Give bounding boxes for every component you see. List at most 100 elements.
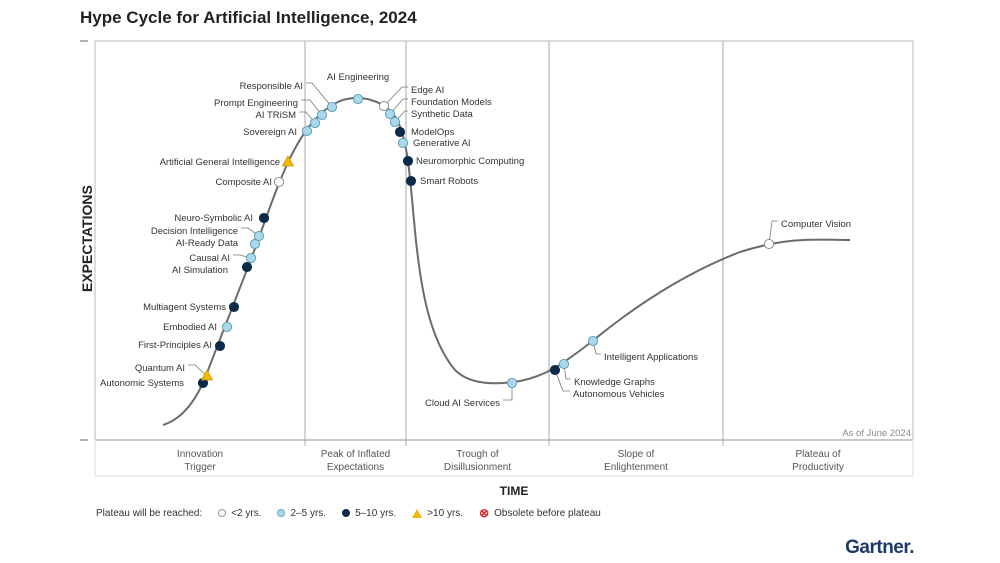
circle-marker — [258, 212, 270, 224]
technology-label: Multiagent Systems — [143, 302, 226, 313]
technology-foundation-models: Foundation Models — [384, 97, 492, 120]
technology-label: Quantum AI — [135, 363, 185, 374]
technology-knowledge-graphs: Knowledge Graphs — [558, 358, 655, 388]
phase-label: Trigger — [184, 462, 216, 473]
circle-marker — [273, 176, 285, 188]
circle-marker — [245, 252, 257, 264]
technology-label: Intelligent Applications — [604, 352, 698, 363]
technology-label: Neuro-Symbolic AI — [174, 213, 253, 224]
technology-computer-vision: Computer Vision — [763, 219, 851, 250]
legend-label: <2 yrs. — [231, 507, 262, 519]
phase-label: Innovation — [177, 449, 223, 460]
technology-label: Composite AI — [216, 177, 273, 188]
circle-marker — [352, 93, 364, 105]
technology-label: AI Engineering — [327, 72, 389, 83]
technology-label: Cloud AI Services — [425, 398, 500, 409]
legend-item-gt10: >10 yrs. — [412, 508, 463, 519]
legend-label: 5–10 yrs. — [355, 507, 397, 519]
technology-label: AI-Ready Data — [176, 238, 239, 249]
technology-first-principles-ai: First-Principles AI — [138, 340, 226, 352]
phase-label: Disillusionment — [444, 462, 511, 473]
technology-label: Causal AI — [189, 253, 230, 264]
technology-ai-trism: AI TRiSM — [256, 110, 321, 129]
circle-marker — [402, 155, 414, 167]
technology-embodied-ai: Embodied AI — [163, 321, 233, 333]
technology-label: Embodied AI — [163, 322, 217, 333]
technology-label: Artificial General Intelligence — [160, 157, 280, 168]
technology-label: Generative AI — [413, 138, 471, 149]
technology-autonomous-vehicles: Autonomous Vehicles — [549, 364, 665, 400]
technology-smart-robots: Smart Robots — [405, 175, 478, 187]
phase-band — [94, 439, 914, 477]
technology-composite-ai: Composite AI — [216, 176, 285, 188]
technology-ai-engineering: AI Engineering — [327, 72, 389, 105]
technology-label: Decision Intelligence — [151, 226, 238, 237]
technology-intelligent-applications: Intelligent Applications — [587, 335, 698, 363]
phase-label: Productivity — [792, 462, 844, 473]
leader-line — [306, 82, 333, 108]
technology-label: First-Principles AI — [138, 340, 212, 351]
circle-marker — [405, 175, 417, 187]
circle-marker — [763, 238, 775, 250]
circle-marker — [309, 117, 321, 129]
technology-label: Autonomous Vehicles — [573, 389, 665, 400]
circle-marker — [241, 261, 253, 273]
technology-edge-ai: Edge AI — [378, 85, 444, 112]
technology-label: Edge AI — [411, 85, 444, 96]
technology-label: Smart Robots — [420, 176, 478, 187]
circle-marker — [506, 377, 518, 389]
dark-blue-circle-icon — [342, 509, 351, 517]
x-axis-label: TIME — [500, 484, 529, 498]
light-blue-circle-icon — [277, 509, 286, 517]
phase-label: Plateau of — [795, 449, 840, 460]
chart-title: Hype Cycle for Artificial Intelligence, … — [80, 8, 417, 27]
y-axis-label: EXPECTATIONS — [79, 185, 95, 292]
technology-synthetic-data: Synthetic Data — [389, 109, 473, 128]
circle-marker — [253, 230, 265, 242]
hype-curve — [162, 97, 851, 426]
technology-label: Responsible AI — [240, 81, 303, 92]
circle-marker — [389, 116, 401, 128]
technology-cloud-ai-services: Cloud AI Services — [425, 377, 518, 409]
obsolete-x-icon: ⊗ — [479, 506, 490, 520]
phase-label: Slope of — [618, 449, 655, 460]
technology-neuro-symbolic-ai: Neuro-Symbolic AI — [174, 212, 270, 224]
phase-label: Enlightenment — [604, 462, 668, 473]
technology-label: Knowledge Graphs — [574, 377, 655, 388]
phase-label: Trough of — [456, 449, 499, 460]
technology-autonomic-systems: Autonomic Systems — [100, 377, 209, 389]
technology-prompt-engineering: Prompt Engineering — [214, 98, 328, 121]
legend-label: 2–5 yrs. — [290, 507, 327, 519]
technology-label: Autonomic Systems — [100, 378, 184, 389]
circle-marker — [326, 101, 338, 113]
technology-label: ModelOps — [411, 127, 455, 138]
circle-marker — [558, 358, 570, 370]
legend-item-lt2: <2 yrs. — [218, 508, 261, 519]
legend-item-5to10: 5–10 yrs. — [342, 508, 396, 519]
technology-causal-ai: Causal AI — [189, 252, 257, 264]
leader-line — [768, 220, 778, 245]
technology-ai-simulation: AI Simulation — [172, 261, 253, 276]
leader-line — [554, 369, 570, 392]
technology-label: Sovereign AI — [243, 127, 297, 138]
leader-line — [301, 99, 323, 116]
technology-label: Prompt Engineering — [214, 98, 298, 109]
as-of-note: As of June 2024 — [842, 428, 911, 439]
technology-ai-ready-data: AI-Ready Data — [176, 238, 261, 250]
technology-label: AI TRiSM — [256, 110, 297, 121]
technology-artificial-general-intelligence: Artificial General Intelligence — [160, 155, 295, 168]
legend-label: >10 yrs. — [427, 507, 464, 519]
technology-neuromorphic-computing: Neuromorphic Computing — [402, 155, 524, 167]
phase-label: Peak of Inflated — [321, 449, 391, 460]
phase-label: Expectations — [327, 462, 384, 473]
leader-line — [389, 98, 408, 115]
legend-title: Plateau will be reached: — [96, 507, 203, 519]
circle-marker — [316, 109, 328, 121]
circle-marker — [397, 137, 409, 149]
circle-marker — [214, 340, 226, 352]
legend-label: Obsolete before plateau — [494, 507, 601, 519]
technology-label: AI Simulation — [172, 265, 228, 276]
triangle-marker — [281, 155, 295, 167]
technology-sovereign-ai: Sovereign AI — [243, 125, 313, 138]
